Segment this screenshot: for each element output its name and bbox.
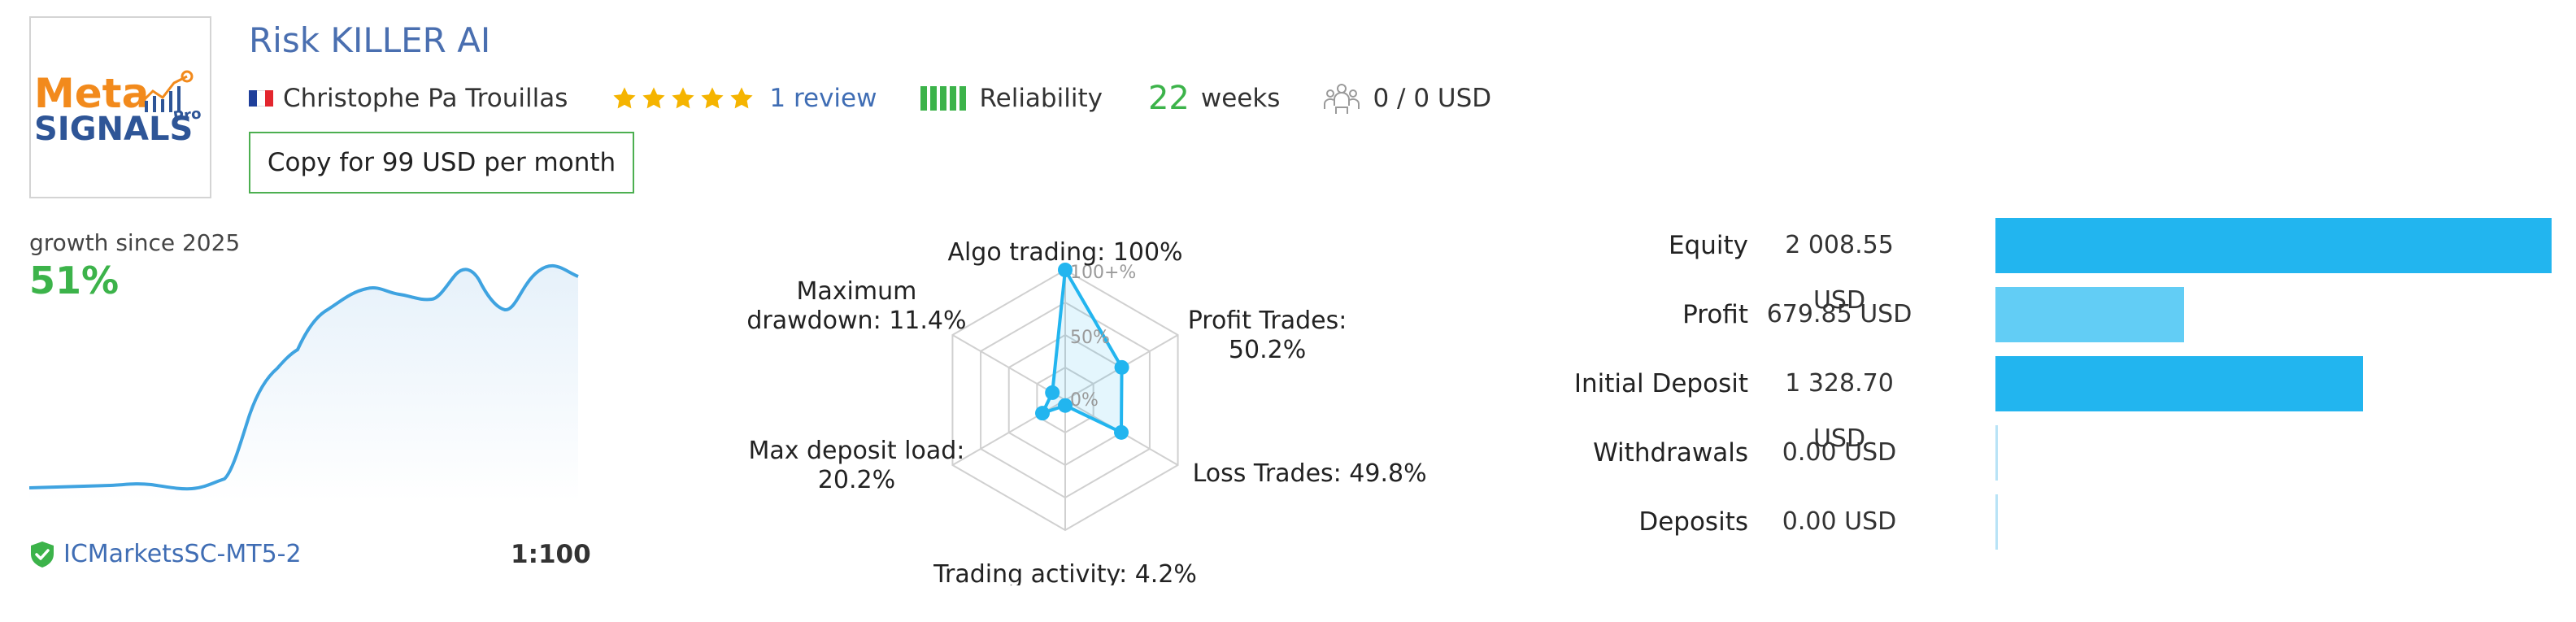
- radar-axis-label-5: drawdown: 11.4%: [746, 307, 966, 335]
- radar-axis-label-4: Max deposit load:: [748, 437, 964, 465]
- growth-label: growth since 2025: [29, 229, 241, 256]
- bar-value: 0.00 USD: [1782, 438, 1897, 467]
- radar-axis-label-3: Trading activity: 4.2%: [933, 560, 1197, 585]
- bar-fill[interactable]: [1995, 494, 1998, 550]
- author-name[interactable]: Christophe Pa Trouillas: [283, 84, 568, 113]
- growth-line: [29, 263, 579, 491]
- growth-area: [29, 265, 578, 502]
- radar-axis-label-4: 20.2%: [818, 466, 895, 494]
- radar-point-0[interactable]: [1058, 263, 1073, 277]
- growth-sparkline-chart[interactable]: [29, 259, 582, 502]
- radar-axis-label-1: Profit Trades:: [1188, 307, 1347, 335]
- radar-axis-label-0: Algo trading: 100%: [947, 238, 1182, 267]
- bar-label: Equity: [1668, 231, 1748, 260]
- bar-fill[interactable]: [1995, 218, 2552, 273]
- bar-label: Profit: [1682, 300, 1748, 329]
- bar-value: 679.85 USD: [1766, 300, 1912, 328]
- svg-text:SIGNALS: SIGNALS: [34, 111, 193, 148]
- radar-point-2[interactable]: [1114, 424, 1129, 440]
- svg-text:Pro: Pro: [172, 105, 202, 126]
- subscribers-value: 0 / 0 USD: [1373, 84, 1492, 113]
- star-icon: [613, 87, 636, 109]
- flag-france-icon: [249, 90, 273, 107]
- radar-scale-label: 100+%: [1070, 263, 1136, 283]
- radar-scale-label: 50%: [1070, 328, 1110, 348]
- leverage-value: 1:100: [511, 540, 591, 569]
- reliability-bars-icon: [920, 86, 969, 111]
- reliability-label[interactable]: Reliability: [979, 84, 1103, 113]
- radar-point-4[interactable]: [1035, 406, 1051, 421]
- signal-meta-row: Christophe Pa Trouillas 1 review Reliabi…: [249, 78, 1491, 119]
- svg-text:Meta: Meta: [34, 70, 149, 117]
- radar-point-1[interactable]: [1114, 359, 1129, 375]
- bar-fill[interactable]: [1995, 287, 2184, 342]
- radar-point-5[interactable]: [1045, 385, 1060, 400]
- bar-value: 2 008.55 USD: [1785, 231, 1894, 315]
- broker-name[interactable]: ICMarketsSC-MT5-2: [63, 540, 302, 568]
- bar-label: Deposits: [1638, 507, 1748, 537]
- bar-label: Withdrawals: [1593, 438, 1748, 468]
- bar-value: 1 328.70 USD: [1785, 369, 1894, 453]
- reviews-link[interactable]: 1 review: [769, 84, 877, 113]
- radar-axis-label-5: Maximum: [797, 277, 917, 306]
- bar-fill[interactable]: [1995, 356, 2363, 411]
- bar-label: Initial Deposit: [1573, 369, 1748, 398]
- radar-axis-label-1: 50.2%: [1229, 336, 1306, 364]
- weeks-count: 22: [1147, 80, 1190, 117]
- growth-value: 51%: [29, 259, 120, 302]
- shield-check-icon: [31, 541, 54, 568]
- star-icon: [672, 87, 694, 109]
- radar-point-3[interactable]: [1058, 398, 1073, 413]
- star-icon: [642, 87, 665, 109]
- radar-axis-label-2: Loss Trades: 49.8%: [1193, 459, 1427, 488]
- signal-title[interactable]: Risk KILLER AI: [249, 20, 491, 60]
- copy-subscribe-button[interactable]: Copy for 99 USD per month: [249, 132, 634, 194]
- bar-fill[interactable]: [1995, 425, 1998, 481]
- trading-stats-radar-chart: 100+% 50% 0% Algo trading: 100% Profit Trade…: [746, 238, 1427, 585]
- subscribers-icon: [1324, 84, 1360, 114]
- signal-logo: Meta SIGNALS Pro: [29, 16, 211, 198]
- star-icon: [701, 87, 724, 109]
- star-icon: [730, 87, 753, 109]
- broker-server[interactable]: ICMarketsSC-MT5-2: [29, 540, 302, 568]
- bar-value: 0.00 USD: [1782, 507, 1897, 536]
- rating-stars: [611, 85, 758, 111]
- weeks-label: weeks: [1200, 84, 1281, 113]
- radar-scale-label: 0%: [1070, 390, 1099, 411]
